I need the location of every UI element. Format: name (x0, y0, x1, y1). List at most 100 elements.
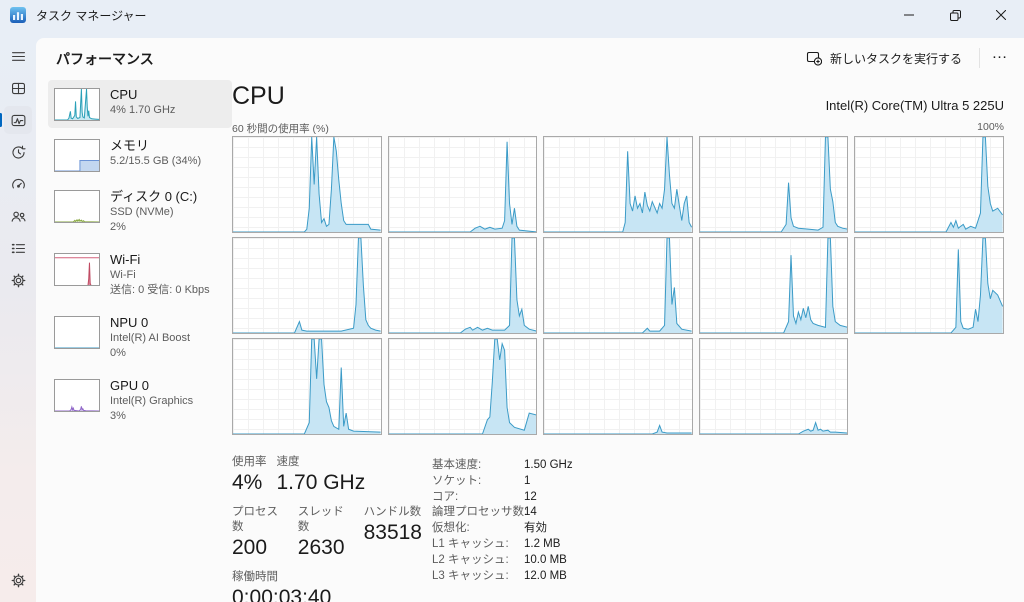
stat-value: 200 (232, 536, 268, 559)
stat-value: 83518 (363, 521, 422, 544)
sidebar-device-npu[interactable]: NPU 0 Intel(R) AI Boost 0% (48, 308, 232, 368)
stat-label: プロセス数 (232, 506, 278, 533)
cpu-primary-stats: 使用率 4% 速度 1.70 GHz プロセス数 200 スレッド数 2630 ハンドル数 835… (232, 455, 422, 602)
detail-value: 1 (524, 474, 531, 487)
device-subtitle: 3% (110, 410, 126, 422)
detail-label: L2 キャッシュ: (432, 553, 509, 566)
menu-button[interactable] (4, 42, 32, 70)
close-icon (996, 10, 1006, 20)
task-manager-app-icon (10, 7, 26, 23)
header-divider (979, 48, 980, 68)
titlebar: タスク マネージャー (0, 0, 1024, 30)
stat-utilization: 使用率 4% (232, 455, 267, 496)
stat-label: 速度 (276, 456, 300, 468)
nav-services[interactable] (4, 266, 32, 294)
nav-app-history[interactable] (4, 138, 32, 166)
detail-label: 基本速度: (432, 459, 482, 471)
detail-l3-cache: L3 キャッシュ: 12.0 MB (432, 569, 573, 585)
detail-value: 1.50 GHz (524, 459, 573, 471)
settings-icon (11, 573, 25, 587)
app-history-icon (11, 145, 26, 159)
cpu-logical-processor-graph-8[interactable] (698, 237, 849, 334)
detail-virtualization: 仮想化: 有効 (432, 521, 573, 537)
cpu-thumbnail-chart (54, 88, 100, 121)
sidebar-device-disk[interactable]: ディスク 0 (C:) SSD (NVMe) 2% (48, 182, 232, 242)
axis-label-right: 100% (977, 121, 1004, 133)
cpu-logical-processor-grid (232, 136, 1004, 435)
window-title: タスク マネージャー (36, 8, 147, 23)
cpu-logical-processor-graph-9[interactable] (854, 237, 1004, 334)
stat-value: 0:00:03:40 (232, 586, 332, 602)
run-new-task-button[interactable]: 新しいタスクを実行する (796, 44, 972, 72)
detail-value: 10.0 MB (524, 553, 567, 566)
cpu-logical-processor-graph-0[interactable] (232, 136, 382, 233)
close-button[interactable] (978, 0, 1024, 30)
stat-value: 2630 (297, 536, 345, 559)
services-icon (11, 273, 25, 287)
nav-details[interactable] (4, 234, 32, 262)
cpu-logical-processor-graph-5[interactable] (232, 237, 382, 334)
cpu-logical-processor-graph-2[interactable] (543, 136, 693, 233)
new-task-icon (806, 51, 822, 66)
sidebar-device-cpu[interactable]: CPU 4% 1.70 GHz (48, 80, 232, 128)
nav-processes[interactable] (4, 74, 32, 102)
cpu-detail-stats: 基本速度: 1.50 GHz ソケット: 1 コア: 12 論理プロセッサ数: 14 仮想化: 有… (432, 458, 573, 584)
restore-icon (949, 9, 961, 21)
device-title: ディスク 0 (C:) (110, 189, 198, 204)
memory-thumbnail-chart (54, 139, 100, 172)
device-subtitle: Intel(R) Graphics (110, 395, 194, 407)
cpu-chip-name: Intel(R) Core(TM) Ultra 5 225U (825, 98, 1004, 113)
stat-threads: スレッド数 2630 (298, 505, 354, 561)
nav-startup-apps[interactable] (4, 170, 32, 198)
cpu-logical-processor-graph-13[interactable] (698, 338, 849, 435)
nav-performance[interactable] (0, 106, 32, 134)
detail-label: コア: (432, 490, 459, 503)
cpu-logical-processor-graph-7[interactable] (543, 237, 693, 334)
stat-speed: 速度 1.70 GHz (277, 455, 366, 496)
menu-icon (11, 51, 25, 61)
device-title: メモリ (110, 138, 150, 153)
processes-icon (11, 82, 25, 94)
detail-value: 有効 (524, 522, 547, 535)
cpu-logical-processor-graph-1[interactable] (387, 136, 538, 233)
cpu-logical-processor-graph-6[interactable] (387, 237, 538, 334)
settings-button[interactable] (4, 566, 32, 594)
restore-button[interactable] (932, 0, 978, 30)
device-subtitle: 5.2/15.5 GB (34%) (110, 155, 202, 167)
sidebar-device-memory[interactable]: メモリ 5.2/15.5 GB (34%) (48, 131, 232, 179)
cpu-logical-processor-graph-10[interactable] (232, 338, 382, 435)
more-options-button[interactable]: … (984, 44, 1016, 72)
device-subtitle: 4% 1.70 GHz (110, 104, 176, 116)
detail-value: 12 (524, 490, 537, 503)
stat-label: ハンドル数 (363, 506, 422, 518)
details-icon (11, 243, 25, 253)
stat-up-time: 稼働時間 0:00:03:40 (232, 570, 331, 602)
axis-label-left: 60 秒間の使用率 (%) (232, 123, 329, 135)
stat-value: 1.70 GHz (276, 471, 366, 494)
sidebar-device-wifi[interactable]: Wi-Fi Wi-Fi 送信: 0 受信: 0 Kbps (48, 245, 232, 305)
detail-cores: コア: 12 (432, 490, 573, 506)
startup-apps-icon (11, 178, 25, 188)
nav-users[interactable] (4, 202, 32, 230)
stat-label: 稼働時間 (232, 571, 278, 583)
cpu-panel: CPU Intel(R) Core(TM) Ultra 5 225U 60 秒間… (232, 80, 1004, 602)
cpu-logical-processor-graph-11[interactable] (387, 338, 538, 435)
cpu-logical-processor-graph-4[interactable] (854, 136, 1004, 233)
device-title: NPU 0 (110, 315, 149, 330)
cpu-logical-processor-graph-3[interactable] (698, 136, 849, 233)
detail-l2-cache: L2 キャッシュ: 10.0 MB (432, 553, 573, 569)
sidebar-device-gpu[interactable]: GPU 0 Intel(R) Graphics 3% (48, 371, 232, 431)
minimize-icon (904, 14, 914, 16)
detail-value: 14 (524, 506, 537, 519)
users-icon (11, 211, 26, 222)
wifi-thumbnail-chart (54, 253, 100, 286)
cpu-logical-processor-graph-12[interactable] (543, 338, 693, 435)
device-subtitle: SSD (NVMe) (110, 206, 174, 218)
stat-value: 4% (232, 471, 263, 494)
device-subtitle: 2% (110, 221, 126, 233)
device-title: Wi-Fi (110, 252, 141, 267)
device-subtitle: Wi-Fi (110, 269, 136, 281)
detail-base-speed: 基本速度: 1.50 GHz (432, 458, 573, 474)
minimize-button[interactable] (886, 0, 932, 30)
performance-icon (11, 114, 25, 126)
